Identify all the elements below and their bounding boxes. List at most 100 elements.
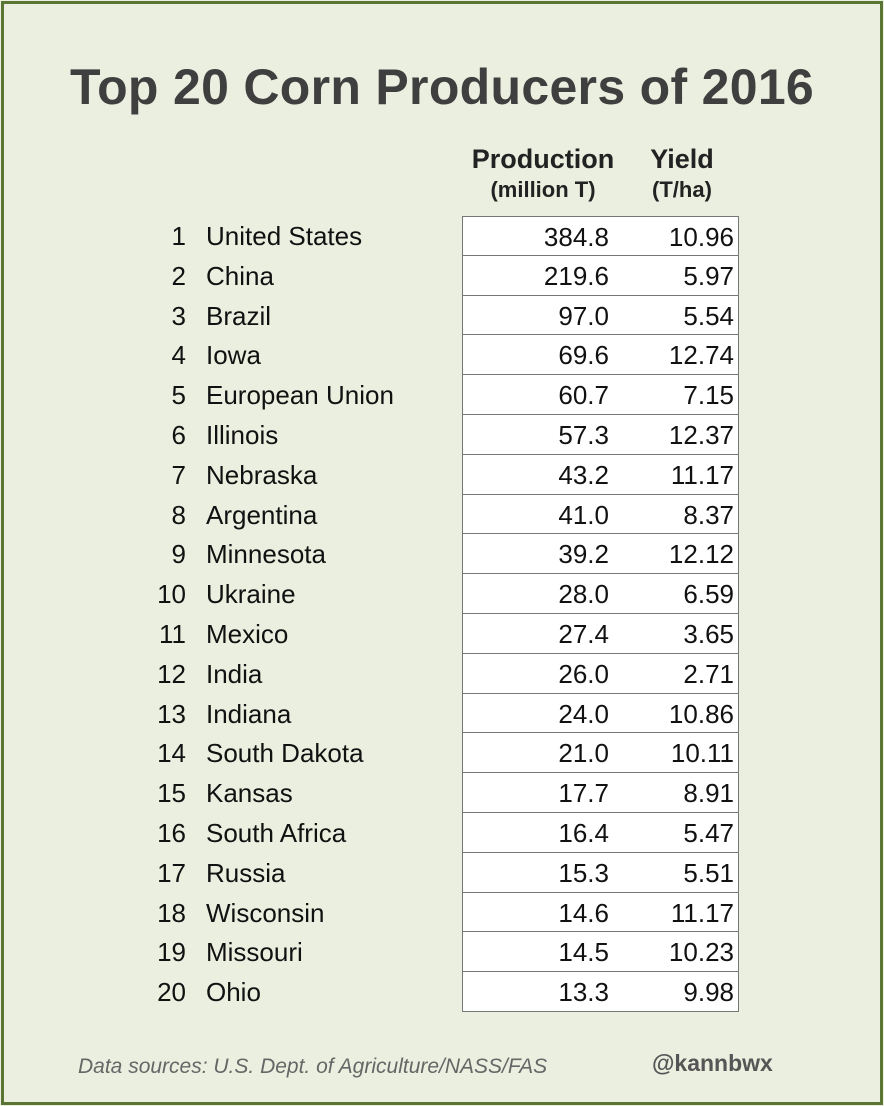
rank-number: 17 (157, 857, 186, 888)
production-value: 13.3 (462, 972, 614, 1012)
yield-value: 5.97 (613, 255, 739, 296)
yield-value: 5.47 (613, 812, 739, 853)
producer-name: Brazil (206, 300, 272, 331)
rank-number: 1 (171, 221, 186, 251)
yield-value: 11.17 (613, 892, 739, 933)
rank-number: 7 (171, 459, 186, 490)
producer-name: Argentina (206, 499, 318, 530)
yield-header-label: Yield (650, 144, 714, 174)
yield-value: 5.51 (613, 852, 739, 893)
production-value: 28.0 (462, 574, 614, 614)
table-row: 13 Indiana 24.0 10.86 (0, 693, 884, 734)
production-value: 69.6 (462, 335, 614, 376)
table-row: 17 Russia 15.3 5.51 (0, 852, 884, 893)
rank-number: 9 (171, 539, 186, 570)
production-value: 15.3 (462, 852, 614, 893)
production-header-label: Production (471, 144, 615, 174)
rank-number: 2 (171, 260, 186, 291)
yield-value: 2.71 (613, 653, 739, 694)
production-column-header: Production (million T) (462, 143, 624, 205)
rank-number: 10 (157, 579, 186, 610)
yield-value: 10.23 (613, 932, 739, 973)
yield-value: 12.12 (613, 534, 739, 575)
yield-value: 7.15 (613, 375, 739, 415)
rank-number: 18 (157, 897, 186, 928)
producer-name: Ohio (206, 977, 261, 1008)
production-value: 14.5 (462, 932, 614, 973)
table-row: 4 Iowa 69.6 12.74 (0, 335, 884, 376)
data-source-note: Data sources: U.S. Dept. of Agriculture/… (78, 1055, 548, 1078)
table-row: 2 China 219.6 5.97 (0, 255, 884, 296)
producer-name: South Dakota (206, 738, 364, 769)
yield-value: 11.17 (613, 454, 739, 495)
table-row: 20 Ohio 13.3 9.98 (0, 972, 884, 1012)
producer-name: Illinois (206, 419, 279, 450)
table-row: 18 Wisconsin 14.6 11.17 (0, 892, 884, 933)
rank-number: 14 (157, 738, 186, 769)
yield-value: 8.91 (613, 773, 739, 813)
production-value: 21.0 (462, 733, 614, 774)
table-row: 5 European Union 60.7 7.15 (0, 375, 884, 415)
producer-name: Iowa (206, 340, 261, 371)
production-value: 26.0 (462, 653, 614, 694)
production-value: 14.6 (462, 892, 614, 933)
rank-number: 12 (157, 658, 186, 689)
table-row: 12 India 26.0 2.71 (0, 653, 884, 694)
table-row: 7 Nebraska 43.2 11.17 (0, 454, 884, 495)
production-value: 17.7 (462, 773, 614, 813)
production-value: 24.0 (462, 693, 614, 734)
chart-title: Top 20 Corn Producers of 2016 (69, 59, 815, 115)
table-row: 8 Argentina 41.0 8.37 (0, 494, 884, 535)
production-value: 219.6 (462, 255, 614, 296)
yield-value: 9.98 (613, 972, 739, 1012)
yield-header-unit: (T/ha) (652, 177, 712, 202)
table-row: 14 South Dakota 21.0 10.11 (0, 733, 884, 774)
production-value: 57.3 (462, 414, 614, 455)
table-row: 9 Minnesota 39.2 12.12 (0, 534, 884, 575)
yield-value: 5.54 (613, 295, 739, 336)
table-row: 3 Brazil 97.0 5.54 (0, 295, 884, 336)
table-row: 19 Missouri 14.5 10.23 (0, 932, 884, 973)
producer-name: Wisconsin (206, 897, 325, 928)
producer-name: Indiana (206, 698, 292, 729)
table-row: 6 Illinois 57.3 12.37 (0, 414, 884, 455)
producer-name: Mexico (206, 618, 289, 649)
production-value: 41.0 (462, 494, 614, 535)
production-value: 384.8 (462, 216, 614, 256)
rank-number: 11 (159, 618, 186, 649)
production-value: 97.0 (462, 295, 614, 336)
producer-name: European Union (206, 380, 394, 411)
yield-value: 10.86 (613, 693, 739, 734)
rank-number: 6 (171, 419, 186, 450)
producers-table: 1 United States 384.8 10.96 2 China 219.6 5.97 3… (0, 216, 884, 1012)
yield-value: 10.96 (613, 216, 739, 256)
producer-name: Russia (206, 857, 286, 888)
production-value: 16.4 (462, 812, 614, 853)
producer-name: China (206, 260, 274, 291)
producer-name: Nebraska (206, 459, 318, 490)
producer-name: Kansas (206, 778, 293, 809)
rank-number: 19 (157, 937, 186, 968)
yield-value: 8.37 (613, 494, 739, 535)
rank-number: 13 (157, 698, 186, 729)
rank-number: 4 (171, 340, 186, 371)
rank-number: 8 (171, 499, 186, 530)
rank-number: 20 (157, 977, 186, 1008)
table-row: 10 Ukraine 28.0 6.59 (0, 574, 884, 614)
table-row: 11 Mexico 27.4 3.65 (0, 613, 884, 654)
rank-number: 15 (157, 778, 186, 809)
producer-name: Ukraine (206, 579, 296, 610)
production-value: 60.7 (462, 375, 614, 415)
production-value: 43.2 (462, 454, 614, 495)
producer-name: Missouri (206, 937, 303, 968)
production-value: 27.4 (462, 613, 614, 654)
table-row: 16 South Africa 16.4 5.47 (0, 812, 884, 853)
producer-name: India (206, 658, 263, 689)
rank-number: 5 (171, 380, 186, 411)
yield-value: 12.74 (613, 335, 739, 376)
rank-number: 3 (171, 300, 186, 331)
production-value: 39.2 (462, 534, 614, 575)
yield-value: 12.37 (613, 414, 739, 455)
yield-column-header: Yield (T/ha) (626, 143, 738, 205)
